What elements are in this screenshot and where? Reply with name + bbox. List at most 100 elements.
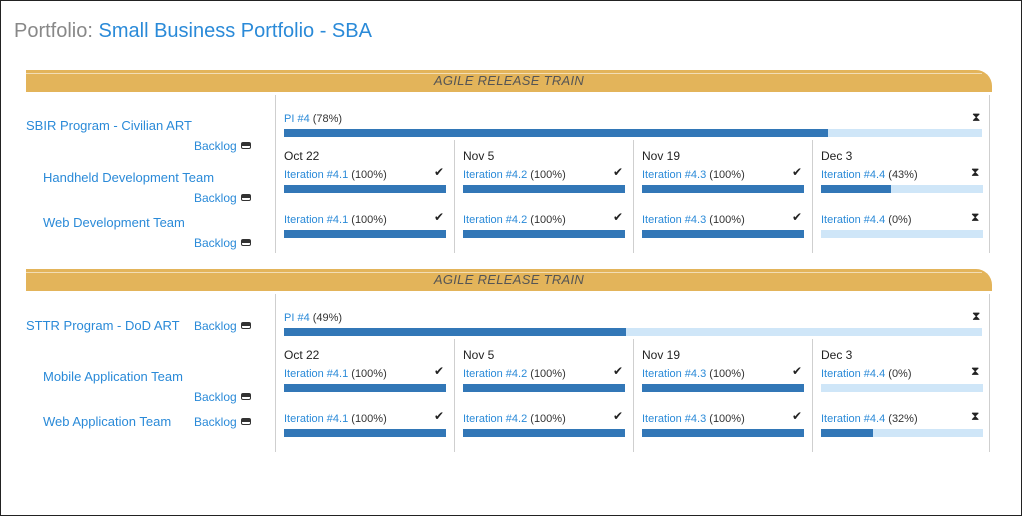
iteration-progress-bar (642, 230, 804, 238)
iteration-label: Iteration #4.3 (100%) (642, 413, 745, 425)
iteration-link[interactable]: Iteration #4.4 (821, 214, 886, 226)
iteration-label: Iteration #4.4 (0%) (821, 368, 912, 380)
column-divider (633, 339, 634, 452)
iteration-link[interactable]: Iteration #4.2 (463, 413, 528, 425)
team-name-link[interactable]: Web Application Team (43, 414, 172, 429)
iteration-percent: (100%) (530, 169, 566, 181)
iteration-label: Iteration #4.4 (32%) (821, 413, 918, 425)
iteration-link[interactable]: Iteration #4.2 (463, 214, 528, 226)
inbox-icon (240, 142, 251, 150)
iteration-percent: (100%) (530, 214, 566, 226)
hourglass-icon: ⧗ (971, 409, 980, 423)
team-backlog-link[interactable]: Backlog (194, 390, 251, 404)
iteration-progress-fill (284, 384, 446, 392)
iteration-date: Dec 3 (821, 149, 853, 163)
iteration-link[interactable]: Iteration #4.3 (642, 169, 707, 181)
iteration-percent: (100%) (709, 368, 745, 380)
check-icon: ✔ (434, 165, 445, 179)
team-name-link[interactable]: Mobile Application Team (43, 369, 183, 384)
iteration-link[interactable]: Iteration #4.2 (463, 169, 528, 181)
iteration-progress-fill (642, 230, 804, 238)
inbox-icon (240, 393, 251, 401)
iteration-link[interactable]: Iteration #4.4 (821, 368, 886, 380)
iteration-progress-bar (284, 230, 446, 238)
check-icon: ✔ (792, 364, 803, 378)
art-backlog-link[interactable]: Backlog (194, 319, 251, 333)
inbox-icon (240, 322, 251, 330)
iteration-progress-bar (463, 429, 625, 437)
art-name-link[interactable]: STTR Program - DoD ART (26, 318, 180, 333)
iteration-link[interactable]: Iteration #4.4 (821, 413, 886, 425)
team-backlog-link[interactable]: Backlog (194, 415, 251, 429)
iteration-percent: (100%) (709, 413, 745, 425)
iteration-progress-fill (821, 429, 873, 437)
pi-label: PI #4 (49%) (284, 312, 342, 324)
team-backlog-link[interactable]: Backlog (194, 236, 251, 250)
hourglass-icon: ⧗ (971, 210, 980, 224)
iteration-percent: (0%) (888, 368, 912, 380)
pi-link[interactable]: PI #4 (284, 312, 310, 324)
check-icon: ✔ (613, 210, 624, 224)
art-section: AGILE RELEASE TRAIN STTR Program - DoD A… (26, 269, 992, 459)
hourglass-icon: ⧗ (971, 364, 980, 378)
art-banner: AGILE RELEASE TRAIN (26, 269, 992, 291)
iteration-link[interactable]: Iteration #4.3 (642, 413, 707, 425)
check-icon: ✔ (434, 364, 445, 378)
check-icon: ✔ (613, 409, 624, 423)
column-divider (989, 95, 990, 253)
iteration-progress-fill (821, 185, 891, 193)
iteration-percent: (100%) (351, 214, 387, 226)
iteration-link[interactable]: Iteration #4.1 (284, 214, 349, 226)
inbox-icon (240, 194, 251, 202)
iteration-progress-fill (642, 384, 804, 392)
iteration-progress-bar (821, 429, 983, 437)
iteration-link[interactable]: Iteration #4.1 (284, 413, 349, 425)
iteration-label: Iteration #4.2 (100%) (463, 169, 566, 181)
pi-link[interactable]: PI #4 (284, 113, 310, 125)
iteration-percent: (100%) (530, 413, 566, 425)
iteration-link[interactable]: Iteration #4.4 (821, 169, 886, 181)
iteration-link[interactable]: Iteration #4.1 (284, 169, 349, 181)
pi-progress-fill (284, 328, 627, 336)
iteration-link[interactable]: Iteration #4.3 (642, 368, 707, 380)
iteration-progress-bar (642, 185, 804, 193)
column-divider (454, 140, 455, 253)
iteration-date: Oct 22 (284, 348, 320, 362)
inbox-icon (240, 239, 251, 247)
backlog-label: Backlog (194, 415, 237, 429)
team-backlog-link[interactable]: Backlog (194, 191, 251, 205)
iteration-label: Iteration #4.1 (100%) (284, 368, 387, 380)
iteration-link[interactable]: Iteration #4.2 (463, 368, 528, 380)
team-name-link[interactable]: Handheld Development Team (43, 170, 215, 185)
hourglass-icon: ⧗ (971, 165, 980, 179)
portfolio-name-link[interactable]: Small Business Portfolio - SBA (98, 20, 372, 42)
iteration-progress-bar (463, 230, 625, 238)
iteration-date: Nov 5 (463, 149, 495, 163)
iteration-date: Nov 5 (463, 348, 495, 362)
iteration-percent: (43%) (888, 169, 918, 181)
iteration-link[interactable]: Iteration #4.3 (642, 214, 707, 226)
iteration-label: Iteration #4.3 (100%) (642, 368, 745, 380)
art-name-link[interactable]: SBIR Program - Civilian ART (26, 118, 192, 133)
iteration-percent: (32%) (888, 413, 918, 425)
iteration-link[interactable]: Iteration #4.1 (284, 368, 349, 380)
iteration-progress-fill (284, 230, 446, 238)
iteration-progress-fill (642, 185, 804, 193)
pi-progress-bar (284, 328, 982, 336)
backlog-label: Backlog (194, 139, 237, 153)
iteration-date: Nov 19 (642, 149, 681, 163)
iteration-label: Iteration #4.4 (0%) (821, 214, 912, 226)
iteration-progress-fill (642, 429, 804, 437)
backlog-label: Backlog (194, 236, 237, 250)
iteration-date: Nov 19 (642, 348, 681, 362)
art-section: AGILE RELEASE TRAIN SBIR Program - Civil… (26, 70, 992, 260)
iteration-progress-fill (284, 429, 446, 437)
column-divider (275, 294, 276, 452)
iteration-progress-bar (284, 185, 446, 193)
iteration-label: Iteration #4.3 (100%) (642, 169, 745, 181)
art-backlog-link[interactable]: Backlog (194, 139, 251, 153)
iteration-progress-bar (821, 230, 983, 238)
team-name-link[interactable]: Web Development Team (43, 215, 185, 230)
iteration-percent: (0%) (888, 214, 912, 226)
iteration-progress-bar (821, 384, 983, 392)
